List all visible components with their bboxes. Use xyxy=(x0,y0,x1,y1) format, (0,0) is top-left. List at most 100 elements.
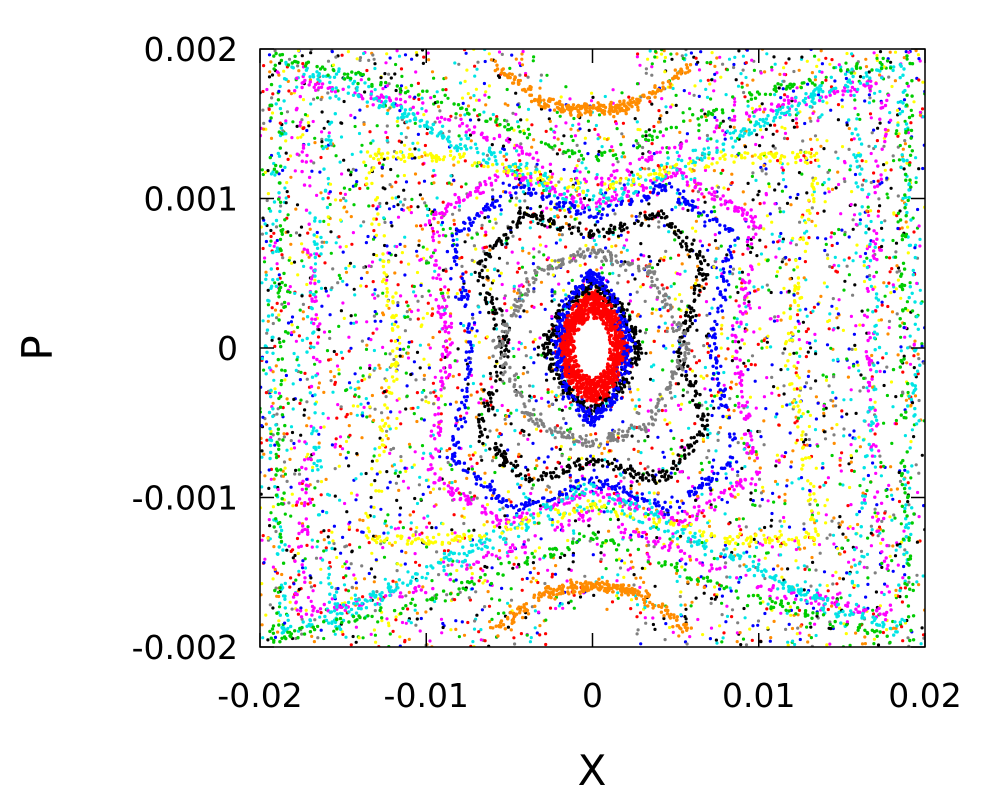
scatter-point xyxy=(418,532,422,537)
scatter-point xyxy=(573,134,578,138)
scatter-point xyxy=(849,443,853,447)
scatter-point xyxy=(360,411,365,415)
scatter-point xyxy=(914,463,918,467)
scatter-point xyxy=(342,316,346,320)
scatter-point xyxy=(591,245,595,249)
scatter-point xyxy=(544,618,548,622)
scatter-point xyxy=(270,111,275,115)
scatter-point xyxy=(409,527,413,531)
scatter-point xyxy=(571,123,575,127)
scatter-point xyxy=(428,490,433,495)
scatter-point xyxy=(696,494,700,498)
scatter-point xyxy=(595,173,599,177)
scatter-point xyxy=(635,615,639,619)
scatter-point xyxy=(320,130,324,134)
scatter-point xyxy=(753,289,757,293)
scatter-point xyxy=(770,68,774,72)
scatter-point xyxy=(636,449,641,454)
scatter-point xyxy=(350,242,354,246)
scatter-point xyxy=(685,390,690,394)
scatter-point xyxy=(758,118,762,122)
scatter-point xyxy=(723,543,728,547)
scatter-point xyxy=(376,620,380,624)
scatter-point xyxy=(711,157,715,161)
scatter-point xyxy=(668,625,672,630)
scatter-point xyxy=(779,553,783,557)
scatter-point xyxy=(281,168,285,172)
scatter-point xyxy=(389,525,393,529)
scatter-point xyxy=(740,270,745,274)
scatter-point xyxy=(835,241,839,245)
scatter-point xyxy=(457,635,461,639)
scatter-point xyxy=(287,57,292,61)
scatter-point xyxy=(272,244,276,248)
scatter-point xyxy=(771,240,776,244)
scatter-point xyxy=(873,144,878,149)
scatter-point xyxy=(512,562,516,566)
scatter-point xyxy=(611,271,615,275)
scatter-point xyxy=(430,159,434,163)
scatter-point xyxy=(569,479,573,483)
scatter-point xyxy=(269,432,273,436)
scatter-point xyxy=(558,114,562,118)
scatter-point xyxy=(375,207,379,211)
scatter-point xyxy=(359,402,363,406)
scatter-point xyxy=(690,349,694,353)
scatter-point xyxy=(891,497,895,501)
scatter-point xyxy=(450,467,454,472)
scatter-point xyxy=(329,379,333,383)
scatter-point xyxy=(813,527,817,531)
scatter-point xyxy=(275,412,279,416)
scatter-point xyxy=(752,68,757,72)
scatter-point xyxy=(359,276,364,280)
scatter-point xyxy=(365,320,369,324)
scatter-point xyxy=(385,201,389,205)
scatter-point xyxy=(433,375,437,379)
scatter-point xyxy=(704,118,709,122)
scatter-point xyxy=(432,181,436,185)
scatter-point xyxy=(527,251,531,255)
scatter-point xyxy=(546,568,550,572)
scatter-point xyxy=(373,296,377,300)
scatter-point xyxy=(916,372,920,376)
scatter-point xyxy=(313,262,318,266)
scatter-point xyxy=(314,556,319,560)
scatter-point xyxy=(531,59,535,63)
scatter-point xyxy=(344,574,348,578)
scatter-point xyxy=(266,192,270,196)
scatter-point xyxy=(892,513,896,517)
scatter-point xyxy=(308,294,312,298)
scatter-point xyxy=(421,316,425,320)
scatter-point xyxy=(509,306,513,310)
scatter-point xyxy=(864,57,868,61)
scatter-point xyxy=(517,266,521,271)
scatter-point xyxy=(483,579,487,583)
scatter-point xyxy=(700,285,704,289)
scatter-point xyxy=(728,397,732,401)
scatter-point xyxy=(359,150,363,154)
scatter-point xyxy=(786,640,790,644)
scatter-point xyxy=(730,359,735,363)
scatter-point xyxy=(676,511,680,515)
scatter-point xyxy=(712,556,716,561)
scatter-point xyxy=(899,522,903,526)
scatter-point xyxy=(787,289,791,293)
scatter-point xyxy=(485,520,489,524)
scatter-point xyxy=(469,373,474,377)
scatter-point xyxy=(453,598,457,602)
scatter-point xyxy=(759,252,764,256)
scatter-point xyxy=(372,515,376,519)
scatter-point xyxy=(908,334,912,338)
scatter-point xyxy=(616,591,620,595)
scatter-point xyxy=(464,270,468,274)
scatter-point xyxy=(684,369,688,374)
scatter-point xyxy=(284,196,288,200)
scatter-point xyxy=(326,196,330,200)
scatter-point xyxy=(713,233,717,237)
scatter-point xyxy=(370,459,374,463)
scatter-point xyxy=(303,113,308,117)
scatter-point xyxy=(639,642,643,646)
scatter-point xyxy=(627,457,631,461)
scatter-point xyxy=(438,487,442,491)
scatter-point xyxy=(495,408,499,413)
